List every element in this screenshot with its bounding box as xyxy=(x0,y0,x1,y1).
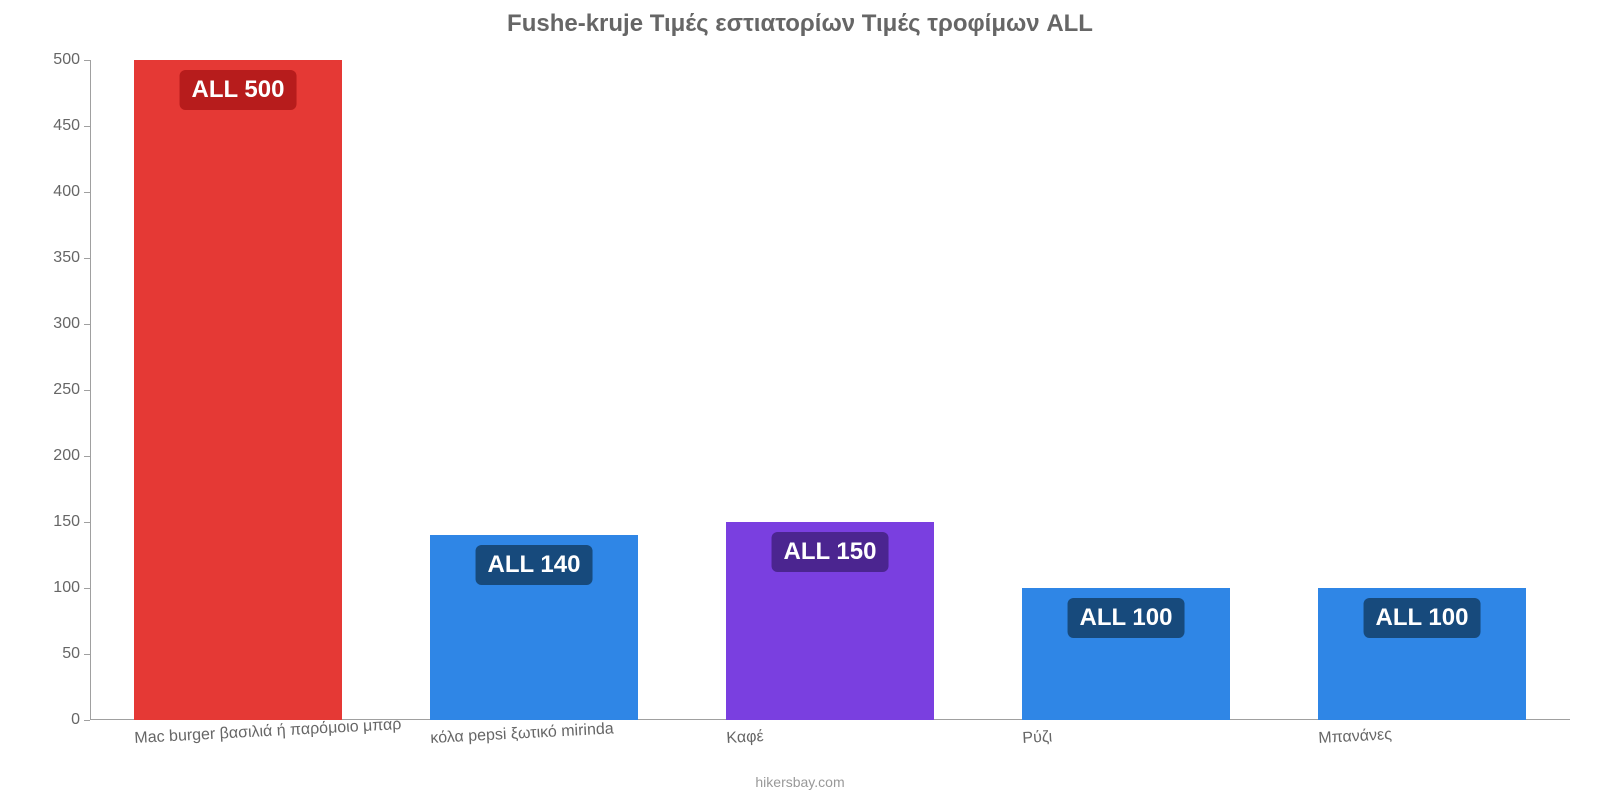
attribution-text: hikersbay.com xyxy=(0,774,1600,790)
bar-slot: ALL 100Ρύζι xyxy=(978,60,1274,720)
y-tick-label: 50 xyxy=(62,645,80,663)
bar-value-label: ALL 100 xyxy=(1068,598,1185,638)
bar-slot: ALL 100Μπανάνες xyxy=(1274,60,1570,720)
price-bar-chart: Fushe-kruje Τιμές εστιατορίων Τιμές τροφ… xyxy=(0,0,1600,800)
plot-area: 050100150200250300350400450500ALL 500Mac… xyxy=(90,60,1570,720)
bar-value-label: ALL 100 xyxy=(1364,598,1481,638)
x-category-label: Ρύζι xyxy=(1022,728,1053,748)
bar-value-label: ALL 140 xyxy=(476,545,593,585)
bar xyxy=(134,60,341,720)
x-category-label: Μπανάνες xyxy=(1318,726,1392,748)
y-tick-mark xyxy=(84,720,90,721)
y-tick-label: 150 xyxy=(53,513,80,531)
bar-slot: ALL 140κόλα pepsi ξωτικό mirinda xyxy=(386,60,682,720)
y-tick-label: 500 xyxy=(53,51,80,69)
y-tick-label: 400 xyxy=(53,183,80,201)
x-category-label: Καφέ xyxy=(726,728,764,748)
x-category-label: κόλα pepsi ξωτικό mirinda xyxy=(430,720,614,748)
bar-value-label: ALL 500 xyxy=(180,70,297,110)
y-tick-label: 0 xyxy=(71,711,80,729)
y-tick-label: 250 xyxy=(53,381,80,399)
bar-slot: ALL 150Καφέ xyxy=(682,60,978,720)
x-category-label: Mac burger βασιλιά ή παρόμοιο μπαρ xyxy=(134,716,402,748)
y-tick-label: 200 xyxy=(53,447,80,465)
y-tick-label: 100 xyxy=(53,579,80,597)
chart-title: Fushe-kruje Τιμές εστιατορίων Τιμές τροφ… xyxy=(0,10,1600,38)
y-tick-label: 450 xyxy=(53,117,80,135)
y-tick-label: 300 xyxy=(53,315,80,333)
bar-value-label: ALL 150 xyxy=(772,532,889,572)
bar-slot: ALL 500Mac burger βασιλιά ή παρόμοιο μπα… xyxy=(90,60,386,720)
y-tick-label: 350 xyxy=(53,249,80,267)
